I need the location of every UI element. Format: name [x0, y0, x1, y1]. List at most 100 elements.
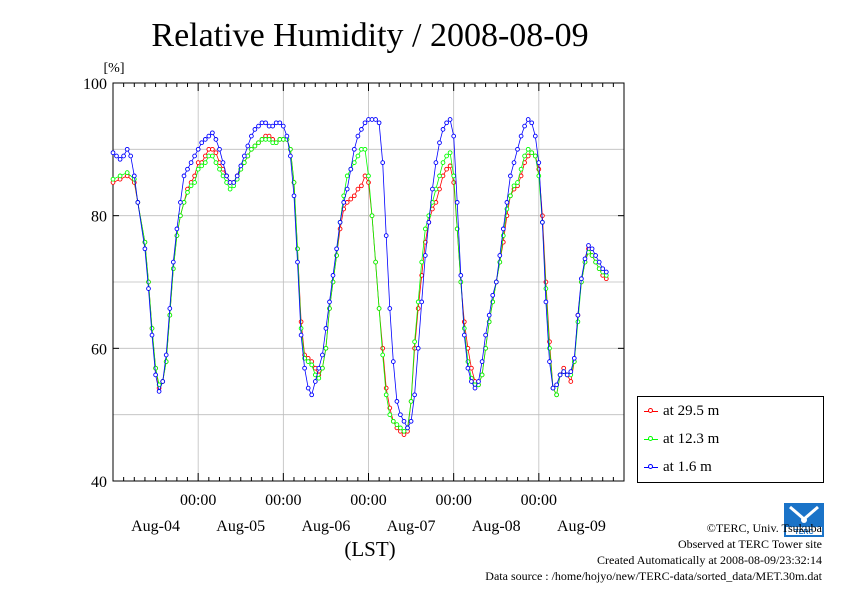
data-point [543, 299, 549, 305]
data-point [518, 166, 524, 172]
data-point [210, 146, 215, 152]
data-point [256, 123, 261, 129]
data-point [323, 345, 329, 351]
data-point [547, 345, 552, 351]
data-point [479, 359, 485, 364]
x-day-label: Aug-08 [472, 518, 521, 535]
data-point [366, 180, 371, 185]
data-point [202, 137, 208, 142]
data-point [401, 428, 407, 434]
data-point [128, 153, 134, 159]
data-point [344, 173, 350, 179]
data-point [320, 352, 325, 358]
data-point [249, 133, 254, 139]
data-point [461, 332, 467, 338]
data-point [309, 362, 315, 368]
data-point [447, 117, 453, 122]
y-tick-label: 40 [91, 474, 107, 491]
x-day-label: Aug-07 [387, 518, 436, 535]
data-point [415, 345, 421, 351]
data-point [309, 392, 315, 398]
x-axis-label: (LST) [344, 537, 395, 561]
data-point [390, 359, 396, 364]
data-point [188, 160, 194, 165]
logo-text: TERC [794, 529, 813, 536]
data-point [149, 332, 155, 338]
data-point [532, 133, 538, 139]
data-point [146, 286, 151, 291]
series-line-1 [112, 138, 607, 432]
data-point [213, 137, 219, 142]
data-point [376, 306, 382, 311]
data-point [373, 117, 378, 122]
data-point [252, 143, 258, 149]
data-point [316, 365, 322, 371]
data-point [149, 326, 155, 331]
data-point [277, 120, 283, 126]
data-point [210, 153, 215, 159]
data-point [202, 160, 208, 165]
data-point [557, 372, 563, 378]
data-point [522, 123, 527, 129]
legend-label-1-6m: at 1.6 m [663, 458, 712, 475]
data-point [422, 253, 428, 258]
data-point [515, 180, 520, 185]
data-point [529, 150, 535, 156]
data-point [504, 200, 510, 205]
data-point [554, 392, 559, 398]
data-point [586, 243, 591, 248]
data-point [234, 173, 240, 179]
legend: at 29.5 m at 12.3 m at 1.6 m [637, 396, 824, 483]
data-point [422, 226, 428, 232]
data-point [497, 253, 503, 258]
data-point [589, 246, 595, 252]
legend-item-12-3m: at 12.3 m [644, 429, 719, 449]
data-point [540, 219, 545, 225]
data-point [515, 146, 520, 152]
data-point [241, 160, 247, 165]
x-day-label: Aug-06 [301, 518, 350, 535]
data-point [351, 146, 357, 152]
data-point [412, 339, 417, 345]
data-point [252, 127, 258, 132]
data-point [305, 385, 311, 391]
credits: ©TERC, Univ. Tsukuba Observed at TERC To… [485, 520, 822, 584]
data-point [238, 163, 244, 169]
x-time-tick-label: 00:00 [521, 492, 557, 509]
data-point [600, 266, 606, 272]
data-point [437, 140, 442, 146]
data-point [359, 127, 364, 132]
data-point [437, 173, 442, 179]
created-text: Created Automatically at 2008-08-09/23:3… [597, 553, 822, 567]
x-day-label: Aug-05 [216, 518, 265, 535]
data-point [156, 389, 162, 394]
data-point [469, 379, 474, 384]
data-point [440, 127, 446, 132]
data-point [387, 412, 393, 418]
data-point [302, 365, 307, 371]
data-point [419, 259, 425, 265]
data-point [603, 269, 609, 275]
data-point [249, 146, 254, 152]
terc-logo-icon: TERC [784, 503, 824, 537]
data-point [412, 392, 417, 398]
data-point [124, 146, 130, 152]
data-point [280, 123, 286, 129]
legend-item-1-6m: at 1.6 m [644, 457, 712, 477]
data-point [217, 166, 222, 172]
data-point [575, 312, 581, 318]
data-point [135, 200, 141, 205]
data-point [415, 306, 421, 311]
data-point [454, 200, 460, 205]
data-point [334, 246, 339, 252]
legend-marker-green-icon [644, 434, 658, 444]
data-point [394, 422, 400, 427]
data-point [295, 259, 300, 265]
legend-label-12-3m: at 12.3 m [663, 430, 720, 447]
data-point [195, 166, 201, 172]
data-point [550, 385, 556, 391]
data-point [142, 246, 148, 252]
data-point [351, 160, 357, 165]
data-point [195, 146, 201, 152]
data-point [337, 219, 343, 225]
